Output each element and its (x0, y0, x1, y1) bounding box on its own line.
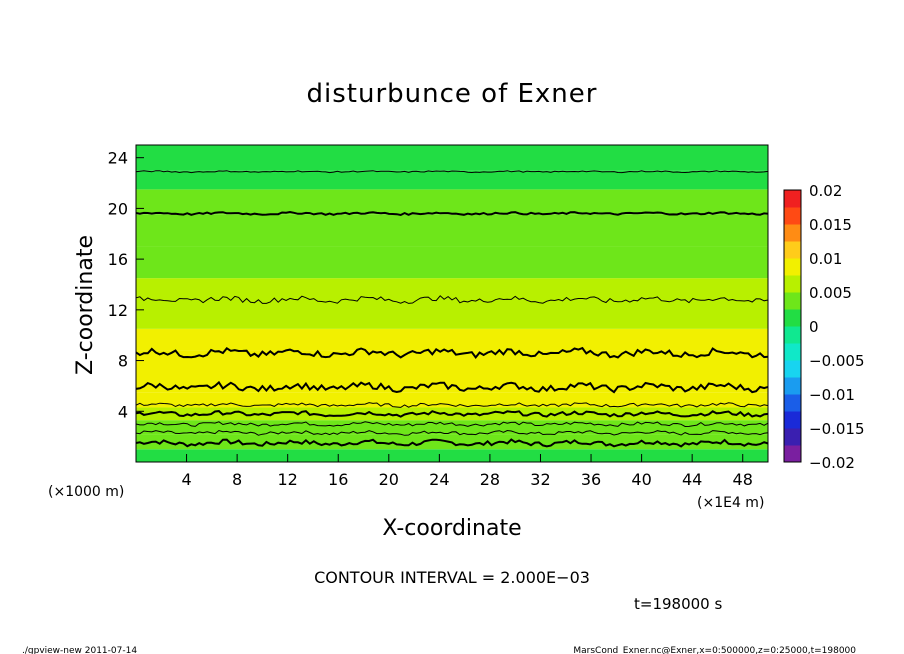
x-tick-label: 36 (581, 470, 601, 489)
colorbar-tick-label: −0.015 (809, 420, 865, 438)
contour-band (136, 303, 768, 329)
contour-band (136, 420, 768, 435)
contour-line (135, 170, 769, 174)
x-axis-label: X-coordinate (382, 516, 521, 541)
colorbar-tick-label: −0.01 (809, 386, 855, 404)
colorbar-swatch (784, 377, 801, 395)
colorbar-swatch (784, 207, 801, 225)
x-tick-label: 20 (379, 470, 399, 489)
footer-left: ./gpview-new 2011-07-14 (22, 646, 137, 654)
x-unit-left: (×1000 m) (48, 484, 124, 500)
y-tick-label: 20 (108, 199, 128, 218)
colorbar-swatch (784, 258, 801, 276)
contour-line (135, 210, 769, 217)
time-label: t=198000 s (634, 595, 722, 613)
colorbar (784, 190, 801, 463)
contour-line (135, 402, 769, 408)
colorbar-tick-label: −0.005 (809, 352, 865, 370)
chart-title: disturbunce of Exner (307, 79, 598, 109)
contour-band (136, 214, 768, 247)
x-tick-label: 4 (181, 470, 191, 489)
colorbar-tick-label: 0.02 (809, 182, 842, 200)
x-tick-label: 16 (328, 470, 348, 489)
footer-right: MarsCond_Exner.nc@Exner,x=0:500000,z=0:2… (573, 646, 856, 654)
x-tick-label: 8 (232, 470, 242, 489)
y-axis-label: Z-coordinate (73, 235, 98, 375)
x-tick-label: 24 (429, 470, 449, 489)
y-tick-label: 8 (118, 352, 128, 371)
colorbar-ticks: 0.02 0.015 0.01 0.005 0 −0.005 −0.01 −0.015 −0.0… (809, 182, 865, 472)
colorbar-tick-label: −0.02 (809, 454, 855, 472)
colorbar-tick-label: 0 (809, 318, 819, 336)
x-tick-label: 48 (733, 470, 753, 489)
contour-band (136, 328, 768, 351)
y-tick-label: 4 (118, 402, 128, 421)
y-tick-label: 24 (108, 149, 128, 168)
x-unit-right: (×1E4 m) (697, 495, 764, 511)
contour-line (135, 410, 769, 418)
contour-line (135, 346, 769, 360)
colorbar-swatch (784, 428, 801, 446)
x-tick-label: 28 (480, 470, 500, 489)
contour-band (136, 189, 768, 215)
plot-frame (135, 144, 769, 463)
colorbar-swatch (784, 309, 801, 327)
x-tick-label: 40 (631, 470, 651, 489)
x-tick-label: 44 (682, 470, 702, 489)
contour-interval-label: CONTOUR INTERVAL = 2.000E−03 (314, 568, 590, 587)
colorbar-swatch (784, 394, 801, 412)
colorbar-frame (783, 189, 802, 463)
y-tick-label: 12 (108, 301, 128, 320)
colorbar-swatch (784, 190, 801, 208)
x-tick-label: 32 (530, 470, 550, 489)
colorbar-swatch (784, 241, 801, 259)
x-tick-label: 12 (278, 470, 298, 489)
colorbar-swatch (784, 292, 801, 310)
contour-band (136, 449, 768, 462)
colorbar-swatch (784, 411, 801, 429)
colorbar-swatch (784, 445, 801, 463)
colorbar-swatch (784, 224, 801, 242)
colorbar-swatch (784, 360, 801, 378)
contour-line (135, 380, 769, 394)
contour-line (135, 421, 769, 428)
colorbar-swatch (784, 343, 801, 361)
y-tick-label: 16 (108, 250, 128, 269)
contour-lines (135, 170, 769, 448)
y-axis-ticks: 4 8 12 16 20 24 (108, 149, 144, 421)
contour-band (136, 170, 768, 190)
colorbar-swatch (784, 326, 801, 344)
contour-band (136, 145, 768, 171)
contour-line (135, 295, 769, 304)
contour-line (135, 429, 769, 436)
x-axis-ticks: 4 8 12 16 20 24 28 32 36 40 44 48 (181, 454, 753, 489)
colorbar-swatch (784, 275, 801, 293)
contour-line (135, 438, 769, 448)
colorbar-tick-label: 0.015 (809, 216, 852, 234)
colorbar-tick-label: 0.005 (809, 284, 852, 302)
colorbar-tick-label: 0.01 (809, 250, 842, 268)
contour-band (136, 246, 768, 279)
